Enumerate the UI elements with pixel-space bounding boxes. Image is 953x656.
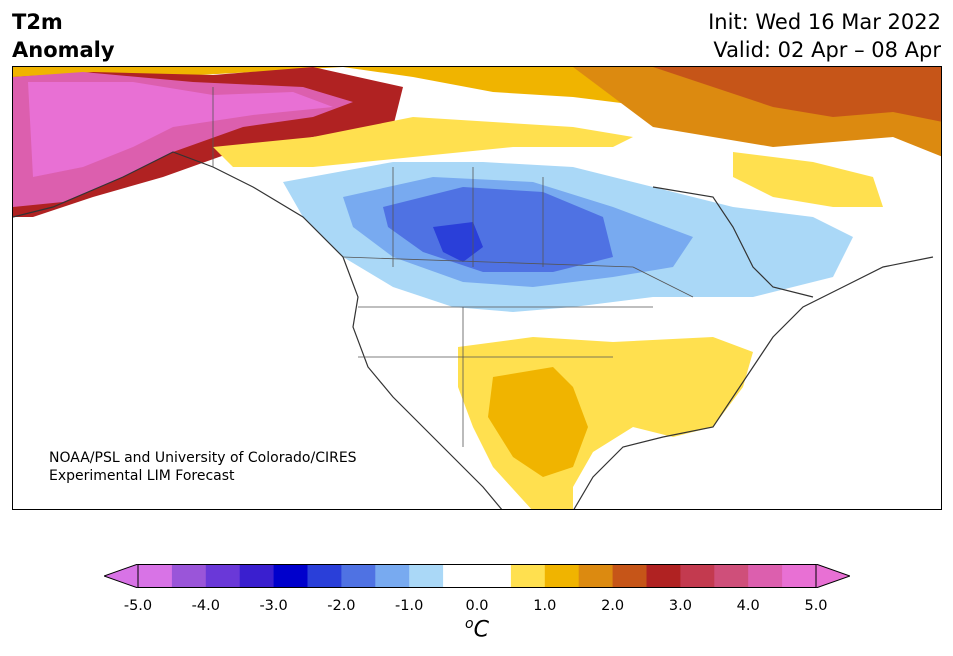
anomaly-region-canada-blue [383, 187, 613, 272]
colorbar [104, 564, 850, 588]
colorbar-segment [477, 564, 512, 588]
colorbar-segment [443, 564, 478, 588]
anomaly-region-alaska-magenta [28, 82, 333, 177]
colorbar-segment [375, 564, 410, 588]
init-date: Init: Wed 16 Mar 2022 [708, 10, 941, 34]
colorbar-segment [138, 564, 173, 588]
anomaly-region-canada-darkblue [433, 222, 483, 262]
colorbar-tick-label: 5.0 [804, 598, 828, 614]
colorbar-segment [612, 564, 647, 588]
colorbar-segment [171, 564, 207, 588]
colorbar-tick-label: -1.0 [395, 598, 424, 614]
credit-text: NOAA/PSL and University of Colorado/CIRE… [49, 449, 357, 485]
colorbar-segment [748, 564, 783, 588]
colorbar-tick-label: -2.0 [327, 598, 356, 614]
anomaly-region-arctic-brown [653, 67, 941, 122]
colorbar-segment [578, 564, 614, 588]
title-variable: T2m [12, 10, 63, 34]
colorbar-segment [307, 564, 342, 588]
anomaly-region-labrador-yellow [733, 152, 883, 207]
colorbar-segment [680, 564, 715, 588]
colorbar-segment [341, 564, 376, 588]
anomaly-region-south-orange [488, 367, 588, 477]
colorbar-segment [714, 564, 749, 588]
colorbar-min-arrow [104, 564, 139, 588]
colorbar-tick-label: 2.0 [601, 598, 625, 614]
colorbar-frame [137, 564, 817, 588]
colorbar-segment [273, 564, 308, 588]
valid-date: Valid: 02 Apr – 08 Apr [713, 38, 941, 62]
colorbar-tick-label: -4.0 [191, 598, 220, 614]
colorbar-tick-label: 4.0 [736, 598, 760, 614]
anomaly-region-alaska-warm [13, 67, 713, 107]
credit-line1: NOAA/PSL and University of Colorado/CIRE… [49, 450, 357, 466]
credit-line2: Experimental LIM Forecast [49, 468, 235, 484]
colorbar-segment [409, 564, 444, 588]
forecast-dates: Init: Wed 16 Mar 2022 Valid: 02 Apr – 08… [708, 8, 941, 64]
map-title: T2m Anomaly [12, 8, 115, 64]
colorbar-segment [205, 564, 241, 588]
anomaly-region-yukon-yellow [213, 117, 633, 167]
colorbar-tick-label: 3.0 [668, 598, 692, 614]
colorbar-segment [646, 564, 681, 588]
colorbar-segment [544, 564, 580, 588]
colorbar-segment [510, 564, 546, 588]
unit-symbol: C [473, 617, 489, 643]
colorbar-tick-label: -3.0 [259, 598, 288, 614]
colorbar-tick-label: -5.0 [123, 598, 153, 614]
borders [212, 87, 694, 447]
coastlines [13, 151, 934, 509]
map-svg [13, 67, 941, 509]
colorbar-tick-label: 1.0 [533, 598, 557, 614]
unit-degree: o [465, 616, 474, 632]
unit-label: oC [465, 616, 489, 642]
anomaly-map [12, 66, 942, 510]
colorbar-tick-label: 0.0 [465, 598, 489, 614]
title-anomaly: Anomaly [12, 38, 115, 62]
colorbar-segment [782, 564, 817, 588]
colorbar-segment [239, 564, 275, 588]
colorbar-max-arrow [815, 564, 850, 588]
